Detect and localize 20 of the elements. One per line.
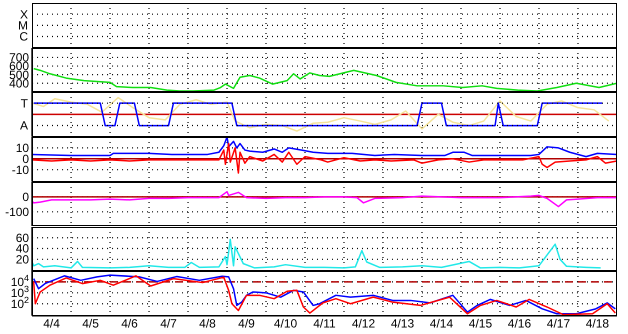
x-tick-label: 4/6 [121, 316, 138, 330]
x-tick-label: 4/12 [352, 316, 376, 330]
x-tick-label: 4/14 [430, 316, 454, 330]
text: T [20, 96, 29, 111]
x-tick-label: 4/11 [313, 316, 336, 330]
text: A [20, 119, 28, 134]
x-tick-label: 4/18 [586, 316, 610, 330]
y-tick-label: 0 [22, 190, 30, 204]
x-tick-label: 4/5 [82, 316, 100, 330]
x-tick-label: 4/17 [546, 316, 570, 330]
x-tick-label: 4/16 [508, 316, 532, 330]
x-tick-label: 4/4 [43, 316, 60, 330]
x-tick-label: 4/9 [238, 316, 256, 330]
x-tick-label: 4/10 [274, 316, 298, 330]
x-tick-label: 4/13 [390, 316, 414, 330]
x-tick-label: 4/15 [468, 316, 492, 330]
text: X [20, 7, 28, 22]
x-tick-label: 4/7 [160, 316, 178, 330]
y-tick-label: -100 [5, 204, 30, 219]
x-tick-label: 4/8 [199, 316, 216, 330]
